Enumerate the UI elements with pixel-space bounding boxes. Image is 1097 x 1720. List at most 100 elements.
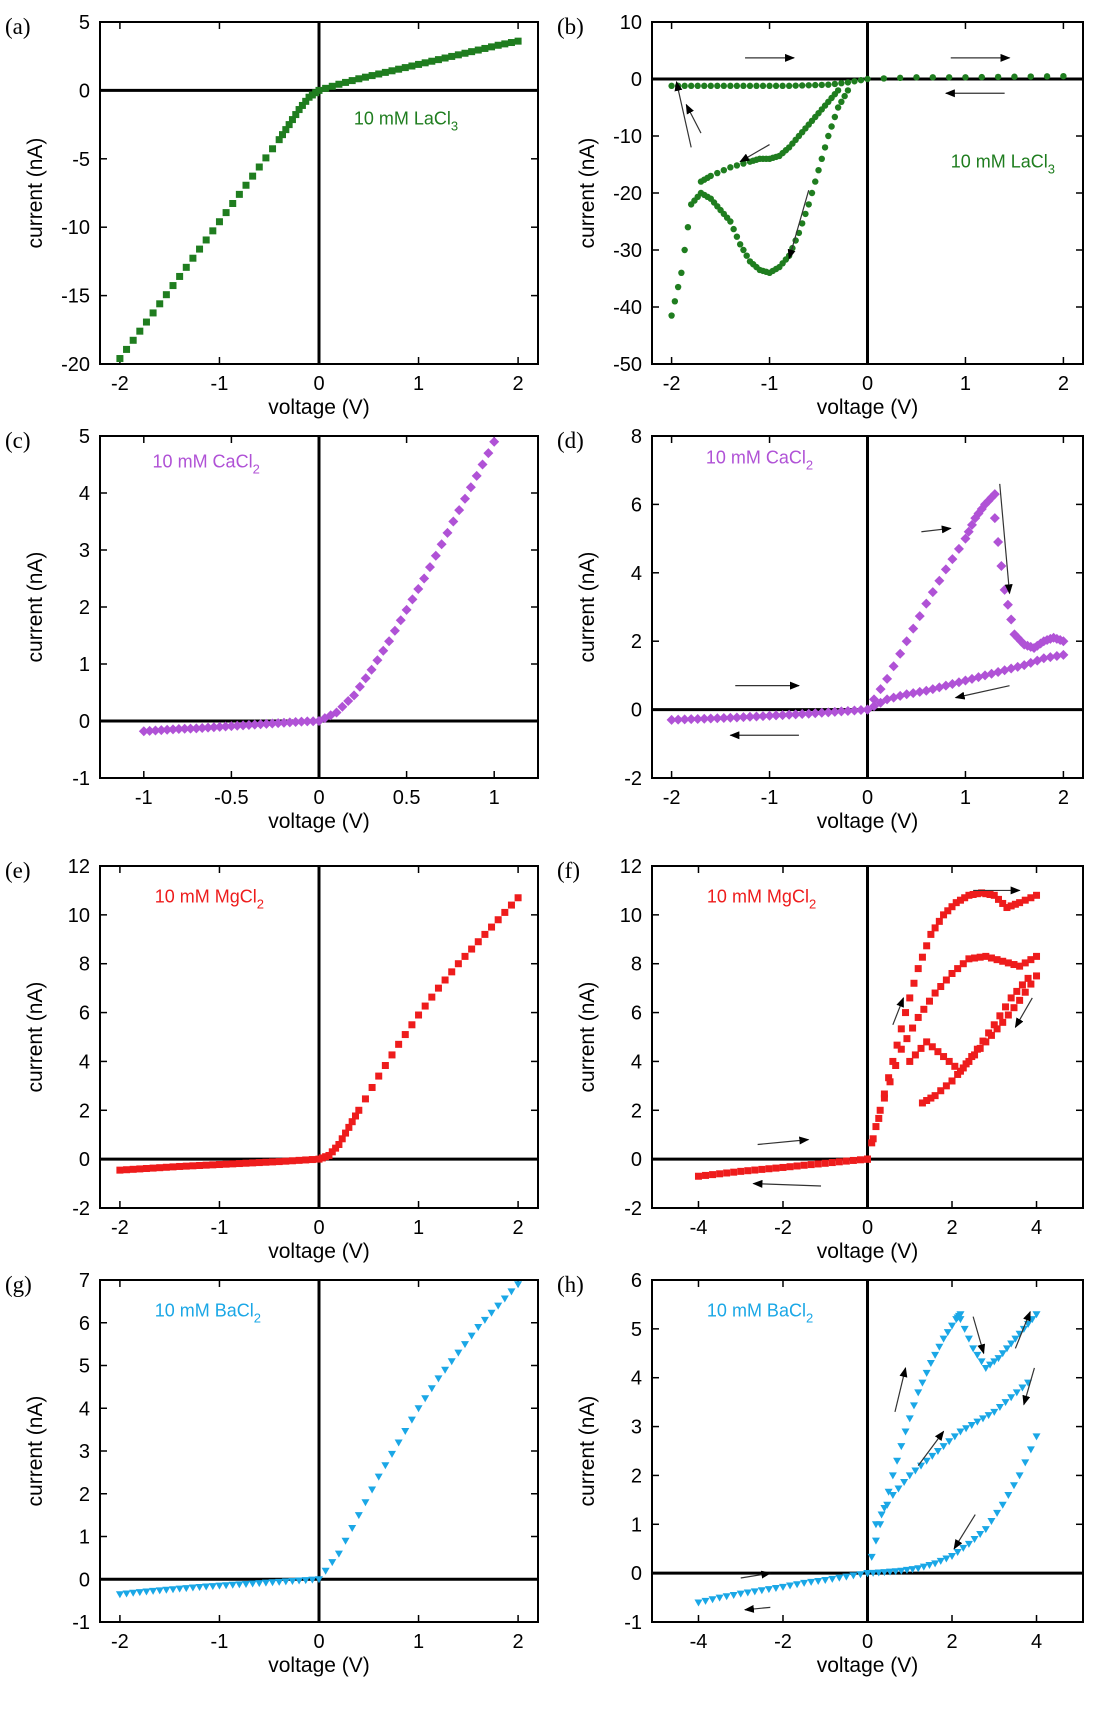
x-tick-label: 0 — [862, 1631, 873, 1653]
data-point — [807, 1161, 815, 1169]
data-point — [730, 1168, 738, 1176]
data-point — [908, 1566, 917, 1574]
data-series — [862, 489, 1000, 715]
data-point — [814, 1577, 823, 1585]
data-point — [973, 1418, 982, 1426]
data-point — [196, 1161, 204, 1169]
data-point — [1058, 649, 1069, 660]
data-point — [951, 1062, 959, 1070]
x-tick-label: 0 — [313, 373, 324, 395]
data-point — [454, 51, 462, 59]
data-point — [1021, 1459, 1030, 1467]
data-point — [945, 74, 953, 81]
data-point — [467, 1332, 476, 1340]
data-point — [1051, 651, 1062, 662]
y-tick-label: -40 — [613, 297, 642, 319]
data-point — [814, 1160, 822, 1168]
data-point — [753, 82, 760, 90]
data-point — [202, 1161, 210, 1169]
data-point — [507, 39, 515, 47]
data-point — [875, 1114, 883, 1122]
data-point — [315, 1576, 323, 1584]
data-point — [900, 1478, 909, 1486]
data-point — [249, 719, 260, 730]
data-point — [694, 82, 701, 90]
data-point — [401, 1428, 410, 1436]
chart-panel: -4 -2 0 2 4 -1 0 1 2 3 4 5 6 voltage (V) current (nA) (… — [557, 1270, 1084, 1677]
data-point — [238, 720, 249, 731]
data-point — [368, 72, 376, 80]
data-point — [1002, 1345, 1011, 1353]
sweep-direction-arrow — [787, 189, 810, 260]
data-point — [1010, 961, 1018, 969]
data-point — [842, 1573, 851, 1581]
data-point — [874, 1569, 883, 1577]
data-point — [1021, 988, 1029, 996]
data-point — [196, 245, 204, 253]
data-point — [759, 82, 767, 90]
data-point — [996, 1012, 1004, 1020]
data-point — [1032, 1433, 1041, 1441]
x-axis-title: voltage (V) — [268, 1654, 370, 1677]
data-series — [694, 1570, 872, 1607]
data-point — [954, 965, 962, 973]
data-point — [255, 719, 266, 730]
data-point — [993, 1025, 1001, 1033]
data-point — [162, 1586, 171, 1594]
y-tick-label: -20 — [613, 183, 642, 205]
data-point — [441, 976, 449, 984]
data-point — [901, 689, 912, 700]
y-tick-label: 5 — [79, 12, 90, 34]
data-point — [922, 1369, 931, 1377]
sweep-direction-arrow — [954, 685, 1010, 700]
data-point — [851, 78, 858, 85]
data-point — [933, 1448, 942, 1455]
data-point — [880, 75, 888, 82]
data-point — [821, 1576, 830, 1584]
data-point — [901, 636, 912, 647]
data-point — [906, 1057, 914, 1065]
data-point — [460, 493, 470, 504]
data-point — [129, 1589, 138, 1597]
sweep-direction-arrow — [999, 483, 1013, 595]
electrolyte-label: 10 mM CaCl2 — [153, 451, 260, 476]
data-point — [343, 696, 354, 707]
data-point — [886, 1568, 895, 1576]
x-tick-label: 2 — [1058, 787, 1069, 809]
data-point — [786, 1582, 795, 1590]
data-point — [897, 1045, 905, 1053]
data-point — [821, 144, 829, 151]
data-series — [864, 952, 1041, 1163]
data-point — [952, 899, 960, 907]
data-point — [1001, 1399, 1010, 1407]
data-point — [743, 1589, 752, 1597]
data-point — [708, 1596, 717, 1604]
data-point — [982, 890, 990, 898]
data-point — [155, 1587, 164, 1595]
data-point — [255, 163, 263, 171]
data-point — [494, 41, 502, 49]
x-tick-label: 4 — [1031, 1631, 1042, 1653]
data-point — [929, 74, 937, 81]
data-point — [808, 189, 816, 197]
data-series — [956, 1311, 1041, 1372]
data-point — [981, 1526, 990, 1534]
panel-letter: (a) — [5, 14, 31, 39]
data-point — [857, 76, 865, 84]
y-tick-label: 0 — [79, 80, 90, 102]
data-point — [849, 1572, 858, 1580]
data-point — [481, 930, 489, 938]
x-tick-label: 2 — [513, 1217, 524, 1239]
data-point — [964, 1540, 973, 1548]
data-point — [209, 227, 217, 235]
data-point — [421, 1395, 430, 1403]
data-point — [674, 283, 682, 291]
data-point — [209, 1161, 217, 1169]
x-axis-title: voltage (V) — [268, 396, 370, 419]
data-point — [908, 623, 919, 634]
data-point — [1004, 1491, 1013, 1499]
data-point — [829, 706, 840, 717]
y-axis-title: current (nA) — [576, 1396, 599, 1507]
